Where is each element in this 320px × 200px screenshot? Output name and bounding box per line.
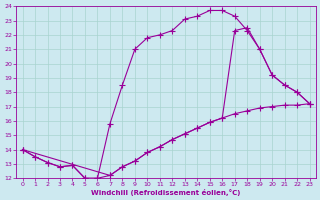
X-axis label: Windchill (Refroidissement éolien,°C): Windchill (Refroidissement éolien,°C): [92, 189, 241, 196]
